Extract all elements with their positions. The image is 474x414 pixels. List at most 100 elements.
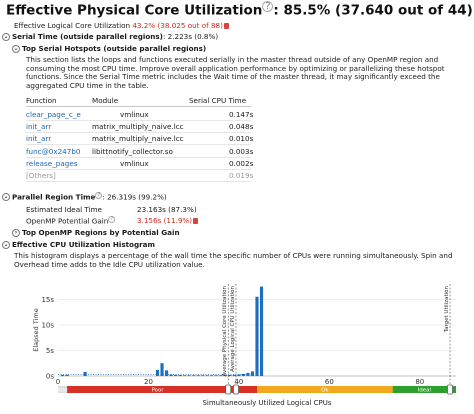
table-cell-module: matrix_multiply_naive.lcc (92, 122, 184, 132)
ideal-time-value: 23.163s (87.3%) (137, 205, 197, 214)
histogram-bar (164, 370, 169, 376)
y-tick-label: 0s (46, 373, 54, 381)
histogram-bar (201, 375, 205, 376)
serial-time-label: Serial Time (outside parallel regions) (12, 32, 163, 41)
histogram-bar (246, 372, 250, 376)
histogram-bar (60, 374, 65, 376)
histogram-bar (155, 369, 160, 376)
average-marker-label: Average Physical Core Utilization (222, 285, 228, 376)
histogram-bar (228, 374, 232, 376)
marker-handle (233, 384, 239, 395)
x-tick-label: 40 (234, 378, 243, 386)
histogram-bar (255, 296, 259, 376)
table-cell-function[interactable]: init_arr (26, 122, 52, 132)
histogram-description: This histogram displays a percentage of … (14, 251, 453, 269)
table-cell-module: libittnotify_collector.so (92, 146, 173, 156)
table-cell-function[interactable]: release_pages (26, 158, 78, 168)
table-cell-function[interactable]: init_arr (26, 134, 52, 144)
x-tick-label: 0 (56, 378, 60, 386)
band-label: Idle (58, 388, 69, 394)
target-marker-label: Target Utilization (444, 285, 450, 333)
table-cell-function[interactable]: [Others] (26, 171, 56, 180)
potential-gain-number: 3.156s (11.9%) (137, 216, 193, 225)
histogram-bar (219, 375, 223, 376)
logical-core-value: 43.2% (38.025 out of 88) (132, 21, 223, 30)
histogram-bar (160, 363, 164, 376)
serial-time-section[interactable]: ⌄ Serial Time (outside parallel regions):… (2, 32, 218, 41)
hotspots-description: This section lists the loops and functio… (26, 55, 445, 90)
table-cell-function[interactable]: func@0x247b0 (26, 146, 81, 156)
x-axis-label: Simultaneously Utilized Logical CPUs (202, 399, 331, 407)
table-cell-module: vmlinux (120, 110, 149, 119)
logical-core-metric: Effective Logical Core Utilization 43.2%… (14, 21, 229, 30)
y-axis-label: Elapsed Time (32, 308, 40, 352)
idle-band (58, 386, 68, 393)
marker-handle (225, 384, 232, 395)
band-label: Ideal (418, 388, 432, 394)
help-icon[interactable]: ? (108, 216, 116, 223)
x-tick-label: 60 (325, 378, 334, 386)
table-row-divider (26, 156, 251, 158)
histogram-bar (259, 286, 264, 376)
histogram-bar (196, 375, 200, 376)
histogram-section[interactable]: ⌄ Effective CPU Utilization Histogram (2, 240, 155, 249)
parallel-region-value: : 26.319s (99.2%) (102, 192, 167, 202)
table-cell-time: 0.147s (229, 110, 254, 119)
logical-core-label: Effective Logical Core Utilization (14, 21, 131, 30)
table-row-divider (26, 168, 251, 170)
potential-gain-value: 3.156s (11.9%) (137, 216, 199, 225)
collapse-toggle-icon[interactable]: ⌄ (12, 45, 20, 53)
histogram-bar (237, 374, 241, 376)
warning-icon (223, 23, 229, 29)
histogram-bar (205, 375, 209, 376)
expand-toggle-icon[interactable]: › (12, 229, 20, 237)
hotspots-section[interactable]: ⌄ Top Serial Hotspots (outside parallel r… (12, 44, 206, 53)
top-regions-section[interactable]: › Top OpenMP Regions by Potential Gain (12, 228, 180, 237)
y-tick-label: 5s (46, 347, 54, 355)
ok-band (257, 386, 393, 393)
marker-handle (447, 384, 453, 395)
histogram-bar (223, 374, 227, 376)
page-title: Effective Physical Core Utilization?: 85… (6, 1, 473, 19)
histogram-bar (65, 374, 69, 376)
histogram-bar (232, 374, 236, 376)
table-cell-module: matrix_multiply_naive.lcc (92, 134, 184, 144)
table-cell-time: 0.048s (229, 122, 254, 132)
histogram-bar (83, 371, 87, 376)
table-cell-time: 0.002s (229, 158, 254, 168)
table-row-divider (26, 181, 251, 182)
collapse-toggle-icon[interactable]: ⌄ (2, 241, 10, 249)
table-cell-module: vmlinux (120, 158, 149, 168)
histogram-bar (187, 375, 191, 376)
histogram-bar (169, 374, 173, 376)
average-marker-label: Average Logical CPU Utilization (230, 285, 236, 371)
band-label: Poor (151, 388, 164, 394)
ideal-band (392, 386, 456, 393)
histogram-bar (174, 374, 178, 376)
warning-icon (193, 218, 199, 224)
potential-gain-text: OpenMP Potential Gain (26, 216, 109, 226)
col-header-module[interactable]: Module (92, 96, 119, 105)
serial-time-value: : 2.223s (0.8%) (162, 32, 219, 41)
ideal-time-label: Estimated Ideal Time (26, 205, 102, 214)
help-icon[interactable]: ? (95, 192, 103, 199)
col-header-function[interactable]: Function (26, 96, 57, 105)
band-label: Ok (321, 388, 329, 394)
help-icon[interactable]: ? (262, 1, 274, 12)
y-tick-label: 15s (41, 296, 54, 304)
title-label: Effective Physical Core Utilization (6, 2, 263, 19)
histogram-bar (210, 375, 214, 376)
histogram-bar (192, 375, 196, 376)
potential-gain-label: OpenMP Potential Gain? (26, 216, 116, 226)
table-row-divider (26, 132, 251, 134)
x-tick-label: 80 (415, 378, 424, 386)
parallel-region-section[interactable]: ⌄ Parallel Region Time?: 26.319s (99.2%) (2, 192, 167, 202)
histogram-bar (250, 371, 255, 376)
table-row-divider (26, 120, 251, 121)
col-header-serial-cpu-time[interactable]: Serial CPU Time (189, 96, 247, 105)
collapse-toggle-icon[interactable]: ⌄ (2, 193, 10, 202)
table-cell-function[interactable]: clear_page_c_e (26, 110, 81, 119)
collapse-toggle-icon[interactable]: ⌄ (2, 33, 10, 41)
histogram-bar (241, 373, 246, 376)
